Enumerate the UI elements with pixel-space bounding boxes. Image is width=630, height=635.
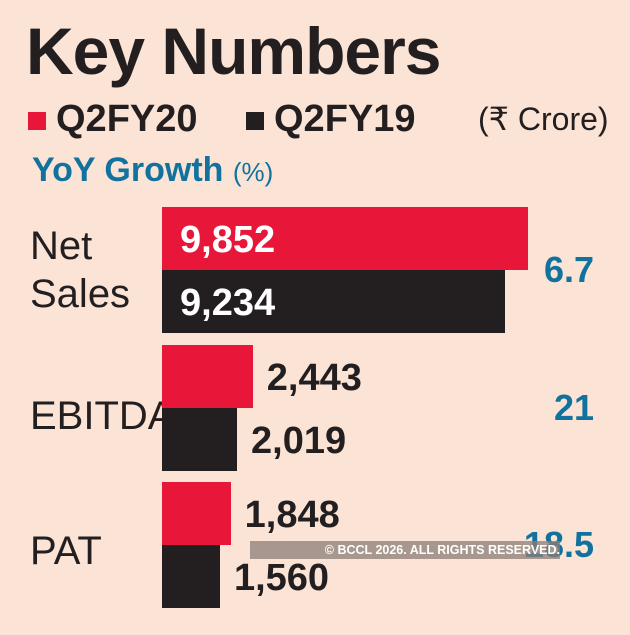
category-label: Net Sales: [30, 224, 131, 316]
legend-swatch-q2fy20: [28, 112, 46, 130]
data-label: 2,443: [266, 357, 362, 399]
legend-swatch-q2fy19: [246, 112, 264, 130]
bar-q2fy20: [162, 482, 231, 545]
legend-label-q2fy20: Q2FY20: [56, 98, 198, 140]
bar-q2fy19: [162, 408, 237, 471]
data-label: 9,234: [180, 282, 276, 324]
data-label: 1,560: [233, 557, 330, 599]
data-label: 2,019: [251, 420, 347, 462]
bar-q2fy19: [162, 545, 220, 608]
growth-title: YoY Growth (%): [32, 153, 273, 187]
bar-q2fy20: [162, 345, 253, 408]
data-label: 9,852: [180, 219, 276, 261]
category-label: EBITDA: [30, 394, 175, 438]
data-label: 1,848: [244, 494, 340, 536]
growth-value: 21: [553, 387, 594, 428]
watermark: © BCCL 2026. ALL RIGHTS RESERVED.: [250, 541, 560, 559]
legend-label-q2fy19: Q2FY19: [274, 98, 416, 140]
growth-value: 6.7: [543, 249, 594, 290]
bar-q2fy19: [162, 270, 506, 333]
growth-title-text: YoY Growth: [32, 151, 224, 189]
growth-unit: (%): [232, 157, 274, 187]
unit-label: (₹ Crore): [478, 101, 609, 137]
category-label: PAT: [30, 529, 102, 573]
chart-title: Key Numbers: [26, 14, 441, 88]
bar-q2fy20: [162, 207, 528, 270]
